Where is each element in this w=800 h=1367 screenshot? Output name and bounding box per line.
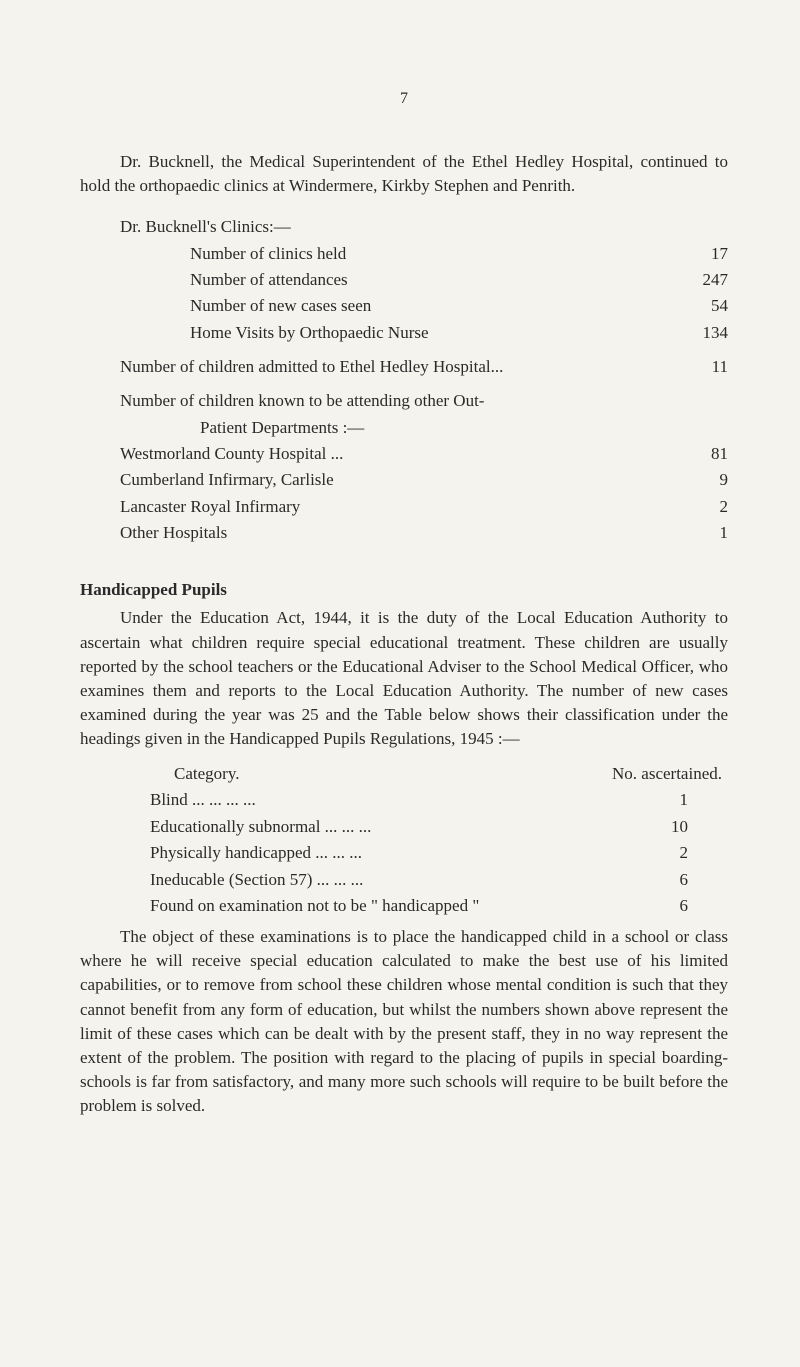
category-value: 1 [680, 787, 689, 813]
stat-row: Cumberland Infirmary, Carlisle 9 [120, 467, 728, 493]
stat-label: Number of clinics held [190, 241, 680, 267]
category-header: Category. No. ascertained. [174, 761, 722, 787]
outpatient-section: Number of children known to be attending… [120, 388, 728, 546]
intro-paragraph: Dr. Bucknell, the Medical Superintendent… [80, 150, 728, 198]
category-label: Educationally subnormal ... ... ... [150, 814, 371, 840]
category-label: Ineducable (Section 57) ... ... ... [150, 867, 363, 893]
stat-label: Lancaster Royal Infirmary [120, 494, 680, 520]
stat-value: 17 [680, 241, 728, 267]
stat-row: Other Hospitals 1 [120, 520, 728, 546]
outpatient-heading-line1: Number of children known to be attending… [120, 388, 728, 414]
stat-label: Westmorland County Hospital ... [120, 441, 680, 467]
category-row: Ineducable (Section 57) ... ... ... 6 [150, 867, 688, 893]
stat-label: Home Visits by Orthopaedic Nurse [190, 320, 680, 346]
stat-row: Lancaster Royal Infirmary 2 [120, 494, 728, 520]
category-header-right: No. ascertained. [612, 761, 722, 787]
stat-value: 81 [680, 441, 728, 467]
stat-value: 247 [680, 267, 728, 293]
stat-value: 11 [680, 354, 728, 380]
category-row: Physically handicapped ... ... ... 2 [150, 840, 688, 866]
admitted-row: Number of children admitted to Ethel Hed… [120, 354, 728, 380]
hp-paragraph-2: The object of these examinations is to p… [80, 925, 728, 1118]
stat-row: Home Visits by Orthopaedic Nurse 134 [190, 320, 728, 346]
stat-label: Number of children admitted to Ethel Hed… [120, 354, 680, 380]
category-label: Physically handicapped ... ... ... [150, 840, 362, 866]
hp-paragraph-1: Under the Education Act, 1944, it is the… [80, 606, 728, 751]
category-value: 10 [671, 814, 688, 840]
stat-value: 1 [680, 520, 728, 546]
outpatient-heading-line2: Patient Departments :— [200, 415, 728, 441]
stat-row: Number of clinics held 17 [190, 241, 728, 267]
stat-value: 2 [680, 494, 728, 520]
page-number: 7 [80, 90, 728, 108]
category-row: Found on examination not to be " handica… [150, 893, 688, 919]
category-row: Blind ... ... ... ... 1 [150, 787, 688, 813]
stat-row: Number of new cases seen 54 [190, 293, 728, 319]
document-page: 7 Dr. Bucknell, the Medical Superintende… [0, 0, 800, 1367]
category-label: Blind ... ... ... ... [150, 787, 256, 813]
stat-label: Number of new cases seen [190, 293, 680, 319]
stat-row: Number of attendances 247 [190, 267, 728, 293]
stat-row: Westmorland County Hospital ... 81 [120, 441, 728, 467]
category-value: 2 [680, 840, 689, 866]
category-label: Found on examination not to be " handica… [150, 893, 479, 919]
handicapped-heading: Handicapped Pupils [80, 580, 728, 600]
category-value: 6 [680, 893, 689, 919]
category-row: Educationally subnormal ... ... ... 10 [150, 814, 688, 840]
stat-label: Number of attendances [190, 267, 680, 293]
stat-value: 9 [680, 467, 728, 493]
stat-label: Cumberland Infirmary, Carlisle [120, 467, 680, 493]
stat-value: 134 [680, 320, 728, 346]
clinics-heading: Dr. Bucknell's Clinics:— [120, 214, 728, 240]
clinics-section: Dr. Bucknell's Clinics:— Number of clini… [120, 214, 728, 346]
category-value: 6 [680, 867, 689, 893]
category-header-left: Category. [174, 761, 239, 787]
stat-value: 54 [680, 293, 728, 319]
stat-label: Other Hospitals [120, 520, 680, 546]
